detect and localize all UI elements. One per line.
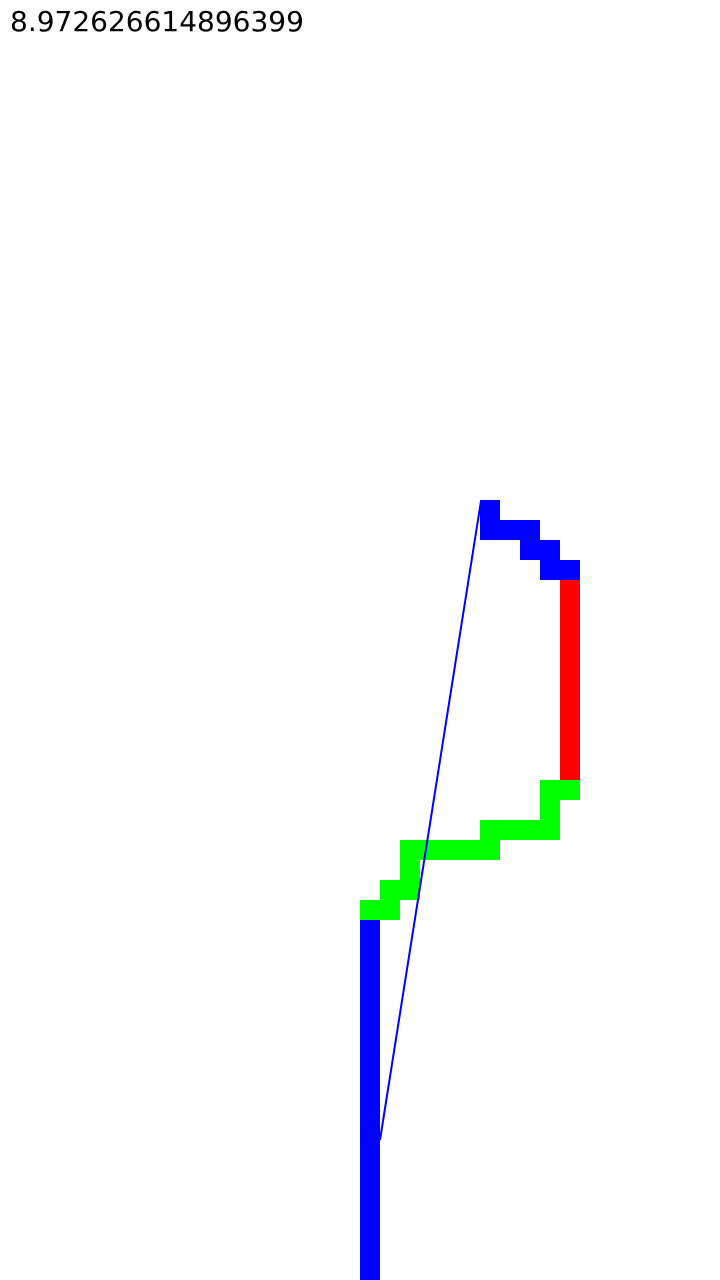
path-segment-red: [560, 580, 580, 780]
aim-guide-line: [379, 500, 482, 1141]
path-segment-lower-blue: [360, 920, 380, 1280]
track-block: [540, 560, 580, 580]
track-block: [400, 840, 500, 860]
path-segment-green: [360, 780, 580, 920]
track-block: [480, 500, 500, 540]
path-segment-upper-blue: [480, 500, 580, 580]
track-block: [480, 820, 560, 840]
track-block: [360, 900, 400, 920]
score-readout: 8.972626614896399: [10, 5, 304, 38]
track-block: [500, 520, 540, 540]
track-block: [380, 880, 420, 900]
track-block: [540, 780, 580, 800]
track-block: [520, 540, 560, 560]
